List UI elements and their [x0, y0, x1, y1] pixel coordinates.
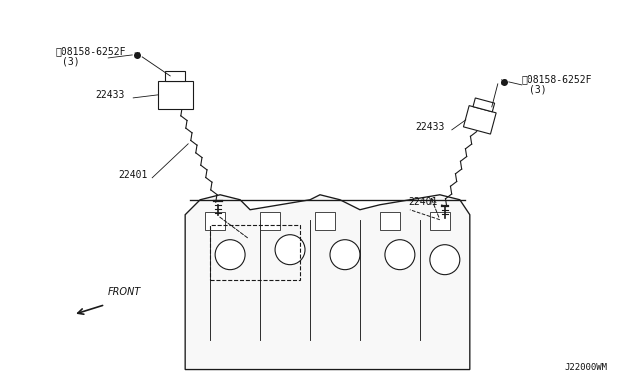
Bar [430, 212, 450, 230]
Polygon shape [185, 195, 470, 369]
Text: 22433: 22433 [95, 90, 125, 100]
Polygon shape [463, 106, 496, 134]
Bar [260, 212, 280, 230]
Bar [205, 212, 225, 230]
Circle shape [430, 245, 460, 275]
Bar [165, 71, 185, 81]
Text: 08158-6252F: 08158-6252F [55, 46, 126, 56]
Bar [315, 212, 335, 230]
Polygon shape [473, 98, 495, 112]
Text: 08158-6252F: 08158-6252F [522, 74, 592, 84]
Text: J22000WM: J22000WM [564, 363, 608, 372]
Circle shape [330, 240, 360, 270]
Circle shape [385, 240, 415, 270]
Bar [210, 225, 300, 280]
Text: (3): (3) [62, 57, 80, 67]
Text: (3): (3) [529, 85, 547, 95]
Text: 22401: 22401 [408, 197, 437, 207]
Circle shape [275, 235, 305, 264]
Text: FRONT: FRONT [108, 287, 141, 296]
Text: 22433: 22433 [415, 122, 444, 132]
Circle shape [215, 240, 245, 270]
Bar [157, 81, 193, 109]
Text: 22401: 22401 [118, 170, 148, 180]
Bar [380, 212, 400, 230]
